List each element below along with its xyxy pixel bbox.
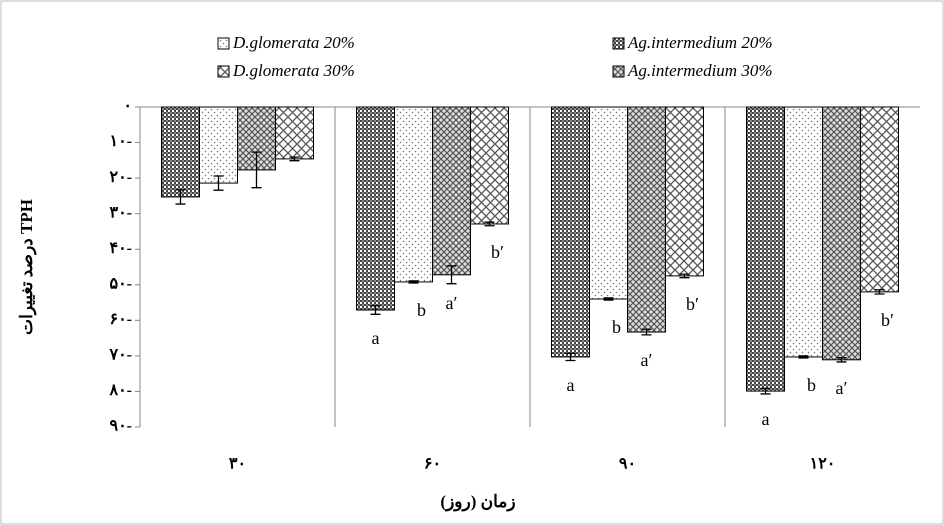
y-tick-label: ۸۰- (108, 382, 132, 399)
significance-letter: a (372, 328, 380, 348)
x-tick-label: ۳۰ (229, 456, 246, 473)
significance-letter: b′ (491, 242, 504, 262)
error-bar (408, 280, 419, 284)
legend-swatch (612, 65, 625, 78)
bar (589, 106, 628, 300)
significance-letter: a (762, 409, 770, 429)
legend-swatch (612, 37, 625, 50)
error-bar (370, 305, 381, 315)
y-tick-label: ۲۰- (109, 169, 132, 186)
significance-letter: b (612, 317, 621, 337)
y-tick-label: ۰ (123, 98, 132, 115)
bar (199, 106, 238, 184)
significance-letter: b (807, 375, 816, 395)
bar (275, 106, 314, 160)
error-bar (251, 151, 262, 189)
y-axis-title: درصد تغییرات TPH (17, 199, 37, 335)
error-bar (565, 352, 576, 362)
bar (432, 106, 471, 276)
error-bar (446, 265, 457, 285)
error-bar (874, 289, 885, 295)
legend-label: D.glomerata 30% (232, 61, 355, 80)
y-tick-label: ۹۰- (109, 418, 132, 435)
y-tick-label: ۳۰- (109, 204, 132, 221)
error-bar (175, 189, 186, 205)
bar (356, 106, 395, 311)
error-bar (289, 156, 300, 162)
bar (394, 106, 433, 283)
legend-label: Ag.intermedium 20% (627, 33, 772, 52)
bar (551, 106, 590, 358)
error-bar (603, 297, 614, 301)
significance-letter: b′ (686, 294, 699, 314)
bar (746, 106, 785, 392)
error-bar (679, 273, 690, 279)
error-bar (213, 175, 224, 191)
x-tick-label: ۹۰ (619, 456, 636, 473)
y-tick-label: ۶۰- (109, 311, 132, 328)
legend-swatch (217, 65, 230, 78)
error-bar (641, 328, 652, 336)
legend-label: D.glomerata 20% (232, 33, 355, 52)
error-bar (760, 387, 771, 395)
significance-letter: a (567, 375, 575, 395)
bar (860, 106, 899, 293)
bar (627, 106, 666, 333)
legend-label: Ag.intermedium 30% (627, 61, 772, 80)
legend-swatch (217, 37, 230, 50)
y-tick-label: ۴۰- (109, 240, 132, 257)
x-axis-title: زمان (روز) (440, 492, 515, 512)
y-tick-label: ۵۰- (109, 275, 132, 292)
error-bar (798, 355, 809, 359)
x-tick-label: ۱۲۰ (810, 456, 836, 473)
y-tick-label: ۱۰- (109, 133, 132, 150)
significance-letter: b (417, 300, 426, 320)
significance-letter: a′ (836, 378, 848, 398)
bar (784, 106, 823, 358)
significance-letter: a′ (446, 293, 458, 313)
significance-letter: b′ (881, 310, 894, 330)
bar (161, 106, 200, 198)
error-bar (836, 357, 847, 363)
x-tick-label: ۶۰ (424, 456, 441, 473)
error-bar (484, 221, 495, 227)
bar (822, 106, 861, 361)
significance-letter: a′ (641, 350, 653, 370)
bar (470, 106, 509, 225)
bar (665, 106, 704, 277)
y-tick-label: ۷۰- (108, 347, 132, 364)
